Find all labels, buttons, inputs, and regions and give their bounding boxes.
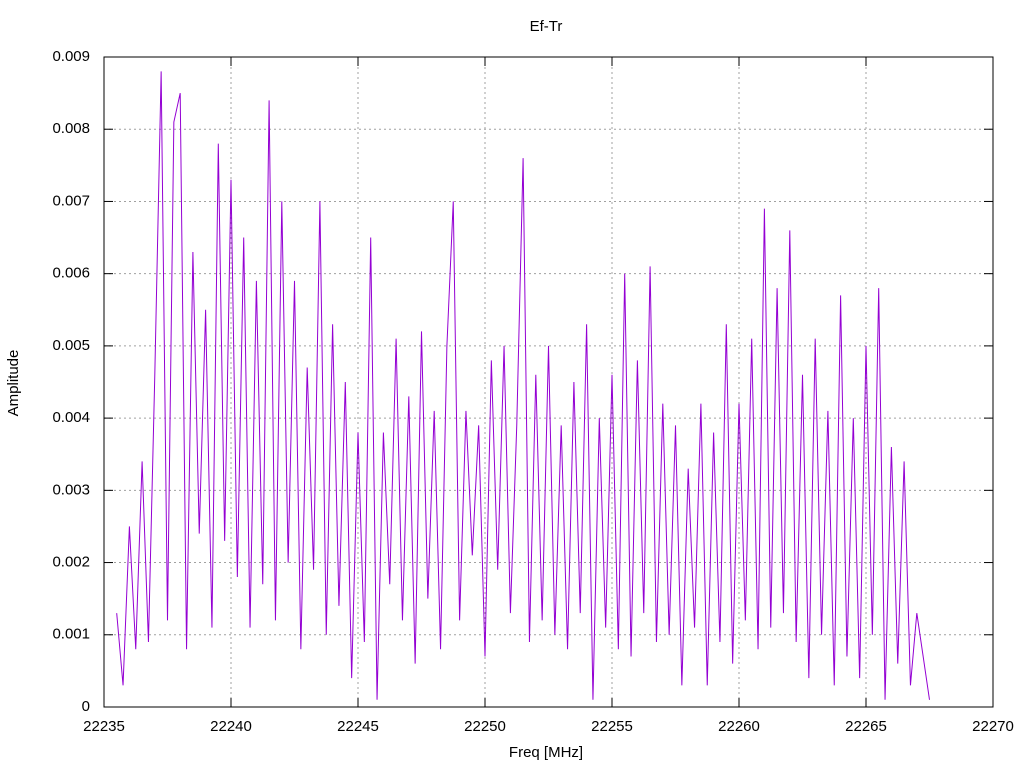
x-tick-label: 22265 xyxy=(845,718,887,735)
y-tick-label: 0.001 xyxy=(52,626,90,643)
data-line xyxy=(116,71,930,700)
y-tick-label: 0.007 xyxy=(52,192,90,209)
chart-title: Ef-Tr xyxy=(530,18,563,35)
x-tick-label: 22255 xyxy=(591,718,633,735)
y-tick-label: 0.002 xyxy=(52,554,90,571)
plot-border xyxy=(103,56,994,708)
y-tick-label: 0 xyxy=(82,698,90,715)
y-tick-label: 0.009 xyxy=(52,48,90,65)
x-tick-label: 22250 xyxy=(464,718,506,735)
x-tick-label: 22245 xyxy=(337,718,379,735)
x-axis-label: Freq [MHz] xyxy=(509,744,583,761)
x-tick-label: 22240 xyxy=(210,718,252,735)
y-tick-label: 0.006 xyxy=(52,265,90,282)
y-tick-label: 0.004 xyxy=(52,409,90,426)
y-axis-label: Amplitude xyxy=(5,350,22,417)
x-tick-label: 22235 xyxy=(83,718,125,735)
y-tick-label: 0.008 xyxy=(52,120,90,137)
y-tick-label: 0.005 xyxy=(52,337,90,354)
x-tick-label: 22260 xyxy=(718,718,760,735)
x-tick-label: 22270 xyxy=(972,718,1014,735)
y-tick-label: 0.003 xyxy=(52,481,90,498)
